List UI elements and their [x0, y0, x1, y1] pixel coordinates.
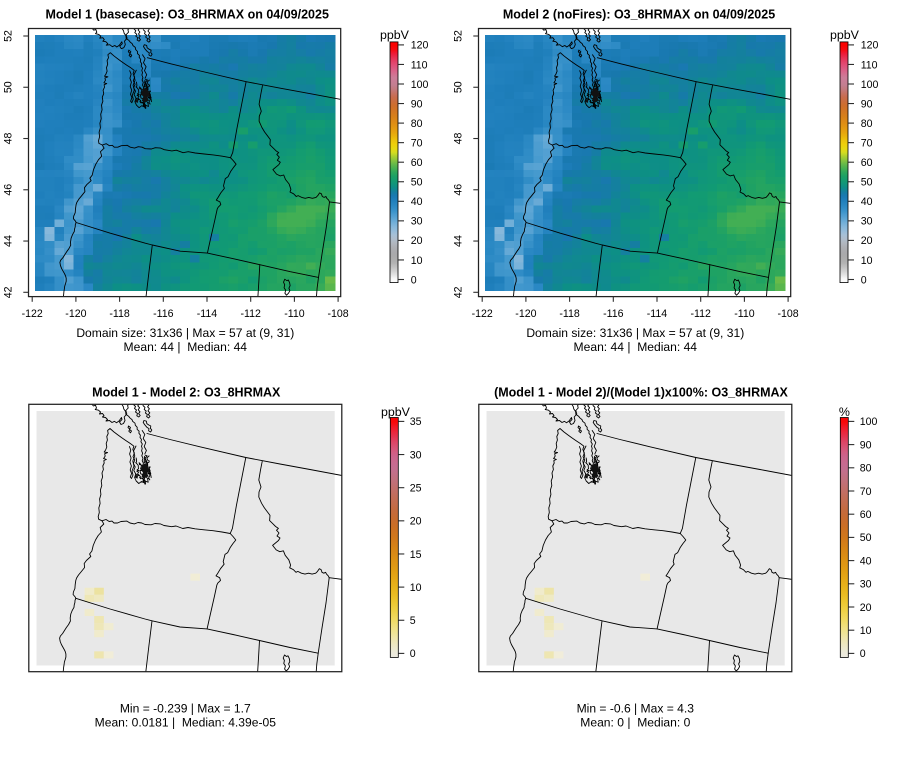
svg-text:0: 0 [411, 274, 417, 286]
svg-text:Mean: 44 | Median: 44: Mean: 44 | Median: 44 [574, 340, 698, 354]
svg-text:10: 10 [861, 255, 873, 267]
svg-text:Domain size: 31x36 | Max = 57: Domain size: 31x36 | Max = 57 at (9, 31) [76, 326, 294, 340]
svg-text:42: 42 [453, 286, 465, 298]
svg-text:40: 40 [860, 555, 872, 567]
svg-text:70: 70 [860, 486, 872, 498]
svg-text:20: 20 [411, 235, 423, 247]
svg-text:Mean: 0 | Median: 0: Mean: 0 | Median: 0 [580, 716, 690, 730]
svg-text:10: 10 [411, 255, 423, 267]
svg-text:-120: -120 [515, 308, 536, 320]
svg-text:-122: -122 [472, 308, 493, 320]
svg-text:-112: -112 [690, 308, 711, 320]
svg-text:80: 80 [861, 118, 873, 130]
svg-text:50: 50 [861, 177, 873, 189]
svg-text:Domain size: 31x36 | Max = 57: Domain size: 31x36 | Max = 57 at (9, 31) [526, 326, 744, 340]
svg-text:Model 1 - Model 2: O3_8HRMAX: Model 1 - Model 2: O3_8HRMAX [92, 386, 281, 400]
svg-text:20: 20 [861, 235, 873, 247]
svg-text:30: 30 [410, 449, 422, 461]
svg-text:-120: -120 [65, 308, 86, 320]
svg-text:100: 100 [860, 416, 878, 428]
svg-text:60: 60 [861, 157, 873, 169]
svg-text:-108: -108 [777, 308, 798, 320]
svg-text:-108: -108 [327, 308, 348, 320]
svg-text:10: 10 [410, 582, 422, 594]
svg-text:ppbV: ppbV [380, 28, 410, 42]
svg-text:50: 50 [411, 177, 423, 189]
svg-text:48: 48 [3, 133, 15, 145]
svg-text:20: 20 [410, 516, 422, 528]
svg-text:20: 20 [860, 602, 872, 614]
svg-text:48: 48 [453, 133, 465, 145]
svg-text:35: 35 [410, 416, 422, 428]
svg-text:30: 30 [411, 216, 423, 228]
svg-text:46: 46 [3, 184, 15, 196]
svg-text:-110: -110 [284, 308, 305, 320]
svg-text:52: 52 [453, 30, 465, 42]
svg-text:25: 25 [410, 482, 422, 494]
svg-text:0: 0 [861, 274, 867, 286]
svg-text:80: 80 [860, 463, 872, 475]
svg-text:70: 70 [861, 137, 873, 149]
svg-text:50: 50 [3, 81, 15, 93]
svg-text:40: 40 [861, 196, 873, 208]
svg-text:100: 100 [411, 79, 429, 91]
svg-text:90: 90 [411, 98, 423, 110]
svg-text:80: 80 [411, 118, 423, 130]
svg-text:50: 50 [453, 81, 465, 93]
svg-text:46: 46 [453, 184, 465, 196]
svg-text:-110: -110 [734, 308, 755, 320]
svg-text:90: 90 [860, 439, 872, 451]
svg-text:44: 44 [3, 235, 15, 247]
svg-text:Mean: 44 | Median: 44: Mean: 44 | Median: 44 [124, 340, 248, 354]
svg-text:44: 44 [453, 235, 465, 247]
svg-text:0: 0 [410, 648, 416, 660]
svg-text:15: 15 [410, 549, 422, 561]
svg-text:-112: -112 [240, 308, 261, 320]
svg-text:110: 110 [861, 59, 878, 71]
svg-text:-114: -114 [197, 308, 218, 320]
svg-text:40: 40 [411, 196, 423, 208]
svg-text:50: 50 [860, 532, 872, 544]
svg-text:30: 30 [860, 579, 872, 591]
svg-text:60: 60 [860, 509, 872, 521]
svg-text:10: 10 [860, 625, 872, 637]
svg-text:-116: -116 [603, 308, 624, 320]
svg-text:Model 2 (noFires): O3_8HRMAX o: Model 2 (noFires): O3_8HRMAX on 04/09/20… [503, 7, 775, 21]
svg-text:-122: -122 [22, 308, 43, 320]
svg-text:52: 52 [3, 30, 15, 42]
svg-text:70: 70 [411, 137, 423, 149]
svg-text:(Model 1 - Model 2)/(Model 1)x: (Model 1 - Model 2)/(Model 1)x100%: O3_8… [494, 386, 788, 400]
svg-text:120: 120 [861, 40, 879, 52]
svg-text:0: 0 [860, 648, 866, 660]
svg-text:-114: -114 [647, 308, 668, 320]
svg-text:120: 120 [411, 40, 429, 52]
svg-text:-116: -116 [153, 308, 174, 320]
svg-text:60: 60 [411, 157, 423, 169]
svg-text:Min = -0.6 | Max = 4.3: Min = -0.6 | Max = 4.3 [577, 702, 695, 716]
svg-text:90: 90 [861, 98, 873, 110]
svg-text:ppbV: ppbV [830, 28, 860, 42]
svg-text:Model 1 (basecase): O3_8HRMAX: Model 1 (basecase): O3_8HRMAX on 04/09/2… [45, 7, 329, 21]
svg-text:-118: -118 [559, 308, 580, 320]
svg-text:Min = -0.239 | Max = 1.7: Min = -0.239 | Max = 1.7 [120, 702, 251, 716]
svg-text:42: 42 [3, 286, 15, 298]
svg-text:5: 5 [410, 615, 416, 627]
svg-text:ppbV: ppbV [381, 405, 411, 419]
svg-text:30: 30 [861, 216, 873, 228]
svg-text:%: % [839, 405, 850, 419]
svg-text:-118: -118 [109, 308, 130, 320]
svg-text:Mean: 0.0181 | Median: 4.39e-: Mean: 0.0181 | Median: 4.39e-05 [95, 716, 277, 730]
svg-text:100: 100 [861, 79, 879, 91]
svg-text:110: 110 [411, 59, 428, 71]
